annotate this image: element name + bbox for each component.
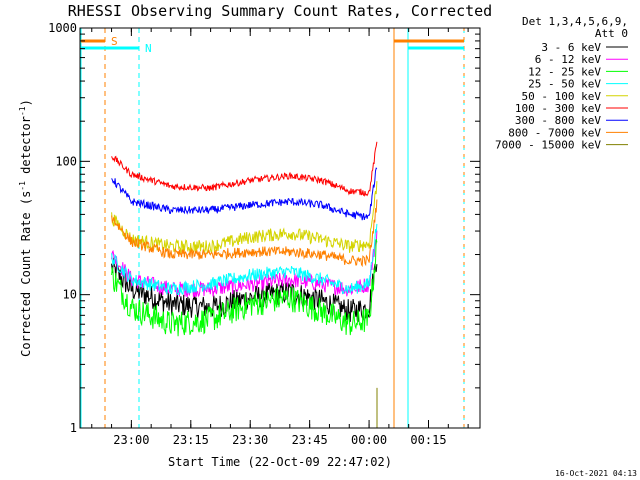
legend-label: 7000 - 15000 keV — [495, 139, 601, 152]
series-line — [111, 223, 378, 296]
x-tick-label: 00:00 — [351, 433, 387, 447]
y-tick-label: 100 — [55, 154, 77, 168]
x-tick-label: 23:45 — [292, 433, 328, 447]
y-axis-label-sup2: -1 — [18, 106, 27, 116]
x-tick-label: 23:15 — [173, 433, 209, 447]
s-marker-label: S — [111, 35, 118, 48]
legend-label: 100 - 300 keV — [515, 102, 601, 115]
series-line — [111, 167, 378, 221]
timestamp: 16-Oct-2021 04:13 — [555, 469, 637, 478]
legend-label: 3 - 6 keV — [541, 41, 601, 54]
background-markers — [80, 28, 465, 428]
y-axis-label: Corrected Count Rate (s-1 detector-1) — [18, 99, 33, 357]
n-marker-label: N — [145, 42, 152, 55]
series-line — [111, 181, 378, 255]
y-tick-label: 10 — [63, 288, 77, 302]
marker-group: SN — [81, 35, 464, 55]
x-tick-label: 00:15 — [410, 433, 446, 447]
chart-title: RHESSI Observing Summary Count Rates, Co… — [68, 2, 492, 20]
series-line — [111, 141, 378, 197]
legend-header-2: Att 0 — [595, 27, 628, 40]
series-line — [111, 238, 378, 337]
y-tick-label: 1 — [70, 421, 77, 435]
legend-label: 12 - 25 keV — [528, 65, 601, 78]
x-tick-label: 23:00 — [113, 433, 149, 447]
legend-label: 800 - 7000 keV — [508, 126, 601, 139]
series-group — [111, 141, 378, 428]
y-axis-label-pre: Corrected Count Rate (s — [19, 191, 33, 357]
legend-label: 6 - 12 keV — [535, 53, 602, 66]
y-axis-label-mid: detector — [19, 116, 33, 181]
x-tick-label: 23:30 — [232, 433, 268, 447]
legend-label: 300 - 800 keV — [515, 114, 601, 127]
y-tick-label: 1000 — [48, 21, 77, 35]
plot-frame — [79, 27, 481, 429]
y-axis-label-sup1: -1 — [18, 181, 27, 191]
axes: 23:00 23:15 23:30 23:45 00:00 00:15 1 10 100 1000 — [48, 21, 480, 447]
x-axis-label: Start Time (22-Oct-09 22:47:02) — [168, 455, 392, 469]
series-line — [111, 199, 378, 268]
legend-label: 50 - 100 keV — [522, 90, 602, 103]
legend-header-1: Det 1,3,4,5,6,9, — [522, 15, 628, 28]
y-axis-label-post: ) — [19, 99, 33, 106]
legend-label: 25 - 50 keV — [528, 78, 601, 91]
